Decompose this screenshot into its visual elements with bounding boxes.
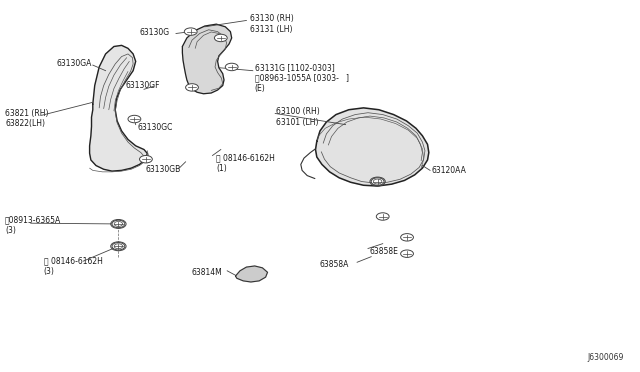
Text: 63120AA: 63120AA bbox=[432, 166, 467, 175]
Circle shape bbox=[112, 220, 125, 228]
Text: (3): (3) bbox=[44, 267, 54, 276]
Circle shape bbox=[140, 155, 152, 163]
Circle shape bbox=[214, 34, 227, 42]
Circle shape bbox=[376, 213, 389, 220]
Text: 63821 (RH): 63821 (RH) bbox=[5, 109, 49, 118]
Circle shape bbox=[225, 63, 238, 71]
Polygon shape bbox=[236, 266, 268, 282]
Circle shape bbox=[184, 28, 197, 35]
Text: 63822(LH): 63822(LH) bbox=[5, 119, 45, 128]
Text: 63100 (RH): 63100 (RH) bbox=[276, 107, 320, 116]
Text: ⒵ 08146-6162H: ⒵ 08146-6162H bbox=[44, 257, 102, 266]
Polygon shape bbox=[182, 24, 232, 94]
Text: J6300069: J6300069 bbox=[588, 353, 624, 362]
Text: 63130GF: 63130GF bbox=[125, 81, 160, 90]
Text: 63131G [1102-0303]: 63131G [1102-0303] bbox=[255, 63, 335, 72]
Text: 63814M: 63814M bbox=[192, 268, 223, 277]
Text: 63130GB: 63130GB bbox=[146, 165, 181, 174]
Circle shape bbox=[128, 115, 141, 123]
Text: 63858A: 63858A bbox=[320, 260, 349, 269]
Text: 63131 (LH): 63131 (LH) bbox=[250, 25, 292, 33]
Text: ⓝ08963-1055A [0303-   ]: ⓝ08963-1055A [0303- ] bbox=[255, 74, 349, 83]
Polygon shape bbox=[316, 108, 429, 186]
Polygon shape bbox=[90, 45, 147, 171]
Circle shape bbox=[401, 234, 413, 241]
Circle shape bbox=[371, 178, 384, 185]
Text: 63130G: 63130G bbox=[140, 28, 170, 37]
Circle shape bbox=[401, 250, 413, 257]
Text: ⒵ 08146-6162H: ⒵ 08146-6162H bbox=[216, 154, 275, 163]
Circle shape bbox=[186, 84, 198, 91]
Circle shape bbox=[112, 243, 125, 250]
Text: (3): (3) bbox=[5, 226, 16, 235]
Text: 63101 (LH): 63101 (LH) bbox=[276, 118, 319, 126]
Text: (1): (1) bbox=[216, 164, 227, 173]
Text: 63130GC: 63130GC bbox=[138, 123, 173, 132]
Text: 63130 (RH): 63130 (RH) bbox=[250, 14, 293, 23]
Text: ⓝ08913-6365A: ⓝ08913-6365A bbox=[5, 216, 61, 225]
Text: 63130GA: 63130GA bbox=[56, 59, 92, 68]
Text: 63858E: 63858E bbox=[370, 247, 399, 256]
Text: (E): (E) bbox=[255, 84, 266, 93]
